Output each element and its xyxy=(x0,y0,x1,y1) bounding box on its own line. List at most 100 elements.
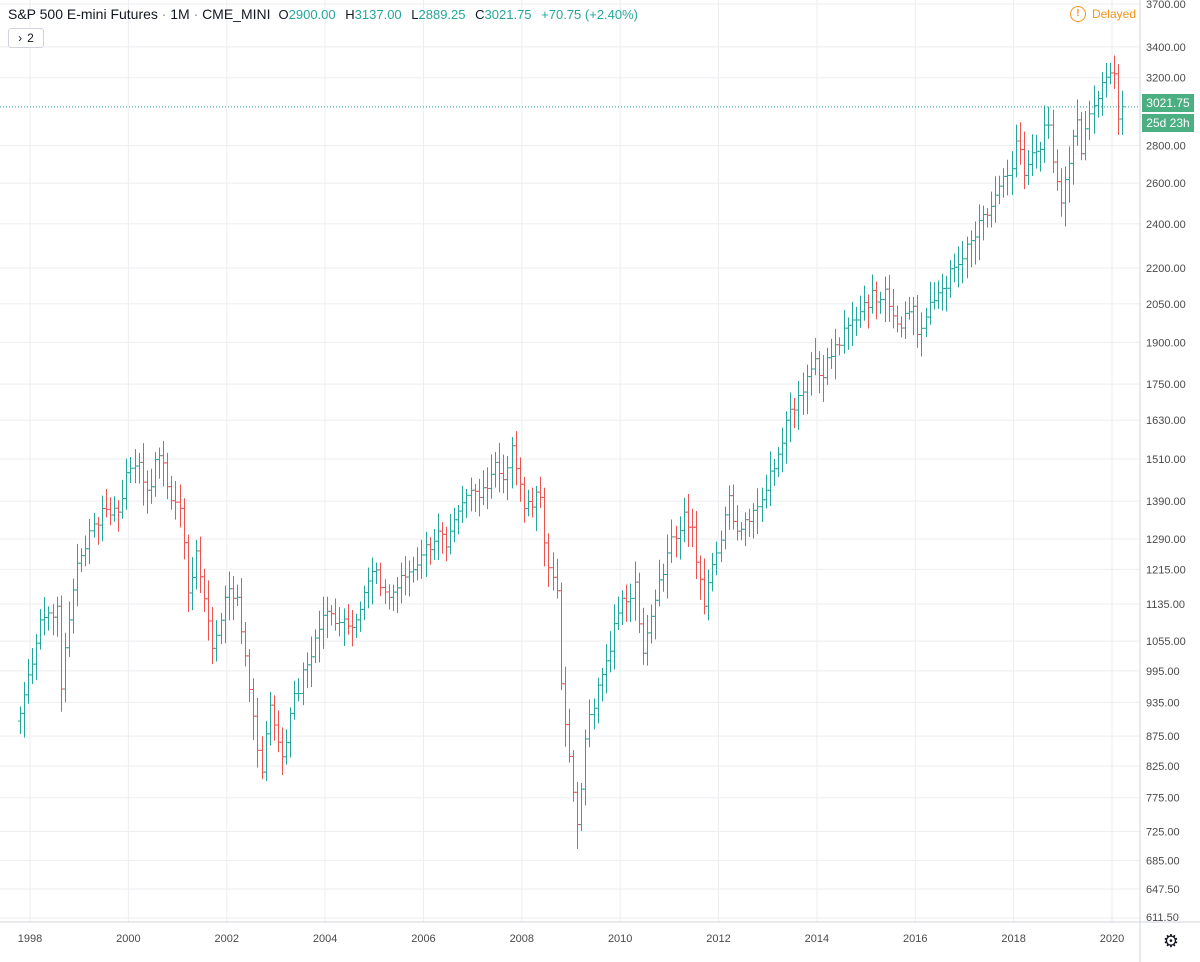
ohlc-bar xyxy=(407,560,412,597)
ohlc-bar xyxy=(1018,122,1023,165)
price-tick-label: 2800.00 xyxy=(1146,141,1186,153)
chart-legend[interactable]: S&P 500 E-mini Futures · 1M · CME_MINI O… xyxy=(8,6,638,22)
ohlc-bar xyxy=(526,489,531,517)
high-label: H xyxy=(345,7,355,22)
time-tick-label: 2000 xyxy=(116,933,140,945)
open-label: O xyxy=(278,7,289,22)
ohlc-bar xyxy=(690,508,695,548)
ohlc-bar xyxy=(337,607,342,637)
ohlc-bar xyxy=(178,484,183,528)
ohlc-bar xyxy=(346,604,351,635)
ohlc-bar xyxy=(755,488,760,534)
ohlc-bar xyxy=(997,175,1002,205)
ohlc-bar xyxy=(870,274,875,314)
ohlc-bar xyxy=(960,240,965,284)
ohlc-bar xyxy=(374,562,379,585)
price-tick-label: 2600.00 xyxy=(1146,178,1186,190)
ohlc-bar xyxy=(38,609,43,650)
ohlc-bar xyxy=(182,498,187,560)
time-tick-label: 2016 xyxy=(903,933,927,945)
price-axis[interactable]: 611.50 647.50 685.00 725.00 775.00 825.00 875.… xyxy=(1146,0,1186,924)
ohlc-bar xyxy=(210,607,215,665)
interval-label[interactable]: 1M xyxy=(170,6,190,22)
ohlc-bar xyxy=(419,539,424,579)
ohlc-bar xyxy=(862,285,867,321)
ohlc-bar xyxy=(833,328,838,380)
ohlc-bar xyxy=(866,294,871,329)
ohlc-bar xyxy=(846,317,851,350)
indicators-toggle-button[interactable]: › 2 xyxy=(8,28,44,48)
ohlc-bar xyxy=(251,678,256,741)
ohlc-bar xyxy=(469,477,474,512)
ohlc-bar xyxy=(104,489,109,518)
ohlc-bar xyxy=(42,597,47,636)
price-tick-label: 1390.00 xyxy=(1146,496,1186,508)
ohlc-bar xyxy=(624,584,629,622)
price-tick-label: 3400.00 xyxy=(1146,42,1186,54)
ohlc-bar xyxy=(1055,149,1060,191)
exclamation-circle-icon: ! xyxy=(1069,6,1086,22)
ohlc-bar xyxy=(817,351,822,394)
ohlc-bar xyxy=(788,392,793,443)
ohlc-bar xyxy=(366,567,371,609)
chevron-right-icon: › xyxy=(18,31,23,45)
ohlc-bar xyxy=(79,548,84,573)
ohlc-bar xyxy=(370,557,375,605)
gear-icon[interactable]: ⚙ xyxy=(1162,931,1180,951)
ohlc-bar xyxy=(489,454,494,499)
ohlc-bar xyxy=(227,571,232,621)
ohlc-bar xyxy=(719,530,724,563)
ohlc-bar xyxy=(157,447,162,479)
ohlc-bar xyxy=(1030,134,1035,177)
ohlc-bar xyxy=(403,556,408,596)
ohlc-bar xyxy=(969,230,974,268)
time-axis[interactable]: 1998 2000 2002 2004 2006 2008 2010 2012 2014 2016… xyxy=(18,933,1124,945)
ohlc-bar xyxy=(301,662,306,706)
price-tick-label: 1290.00 xyxy=(1146,534,1186,546)
ohlc-bar xyxy=(194,539,199,590)
ohlc-bar xyxy=(1063,166,1068,227)
ohlc-bar xyxy=(460,485,465,523)
ohlc-bar xyxy=(55,596,60,637)
price-tick-label: 3700.00 xyxy=(1146,0,1186,11)
ohlc-bar xyxy=(354,613,359,638)
ohlc-bar xyxy=(1083,110,1088,161)
low-value: 2889.25 xyxy=(418,7,466,22)
ohlc-bar xyxy=(530,487,535,518)
ohlc-bar xyxy=(96,516,101,545)
ohlc-bar xyxy=(1059,168,1064,217)
high-value: 3137.00 xyxy=(354,7,402,22)
ohlc-bar xyxy=(1051,109,1056,173)
ohlc-bar xyxy=(559,582,564,691)
ohlc-bar xyxy=(1026,150,1031,185)
price-tick-label: 1900.00 xyxy=(1146,337,1186,349)
price-tick-label: 685.00 xyxy=(1146,855,1180,867)
price-tick-label: 611.50 xyxy=(1146,912,1179,924)
ohlc-bar xyxy=(883,276,888,323)
ohlc-bars xyxy=(18,55,1125,850)
ohlc-bar xyxy=(735,505,740,541)
price-badge: 3021.75 25d 23h xyxy=(1142,94,1194,132)
ohlc-bar xyxy=(309,636,314,687)
ohlc-bar xyxy=(415,547,420,581)
ohlc-bar xyxy=(583,729,588,806)
symbol-name[interactable]: S&P 500 E-mini Futures xyxy=(8,6,158,22)
ohlc-bar xyxy=(219,612,224,644)
delayed-status[interactable]: ! Delayed xyxy=(1069,6,1136,22)
ohlc-bar xyxy=(1112,55,1117,89)
chart-grid xyxy=(0,0,1140,922)
ohlc-bar xyxy=(46,606,51,631)
ohlc-bar xyxy=(538,476,543,509)
price-tick-label: 2200.00 xyxy=(1146,263,1186,275)
price-tick-label: 1055.00 xyxy=(1146,636,1186,648)
ohlc-bar xyxy=(895,305,900,333)
ohlc-bar xyxy=(387,584,392,610)
ohlc-bar xyxy=(575,781,580,850)
ohlc-bar xyxy=(128,456,133,483)
ohlc-bar xyxy=(1092,85,1097,134)
ohlc-bar xyxy=(653,589,658,640)
ohlc-bar xyxy=(924,307,929,338)
low-label: L xyxy=(411,7,419,22)
ohlc-bar xyxy=(317,610,322,663)
